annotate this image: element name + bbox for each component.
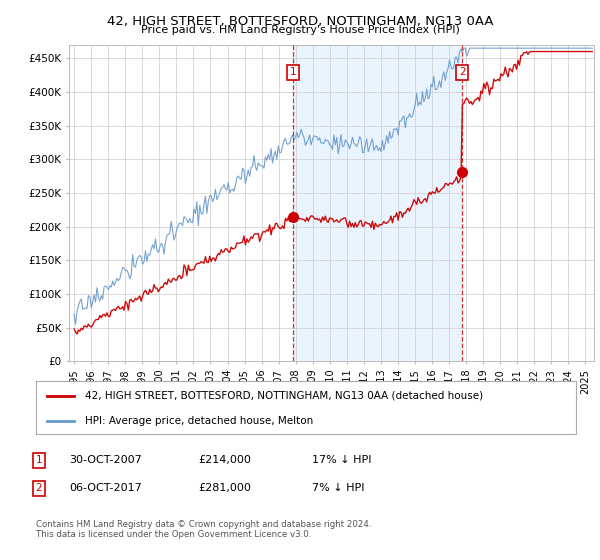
Text: £281,000: £281,000 [198, 483, 251, 493]
Text: 06-OCT-2017: 06-OCT-2017 [69, 483, 142, 493]
Text: £214,000: £214,000 [198, 455, 251, 465]
Text: 2: 2 [459, 67, 466, 77]
Text: 42, HIGH STREET, BOTTESFORD, NOTTINGHAM, NG13 0AA: 42, HIGH STREET, BOTTESFORD, NOTTINGHAM,… [107, 15, 493, 27]
Text: Price paid vs. HM Land Registry's House Price Index (HPI): Price paid vs. HM Land Registry's House … [140, 25, 460, 35]
Text: 1: 1 [289, 67, 296, 77]
Text: 7% ↓ HPI: 7% ↓ HPI [312, 483, 365, 493]
Text: 2: 2 [35, 483, 43, 493]
Text: Contains HM Land Registry data © Crown copyright and database right 2024.
This d: Contains HM Land Registry data © Crown c… [36, 520, 371, 539]
Text: 42, HIGH STREET, BOTTESFORD, NOTTINGHAM, NG13 0AA (detached house): 42, HIGH STREET, BOTTESFORD, NOTTINGHAM,… [85, 391, 483, 401]
Text: 17% ↓ HPI: 17% ↓ HPI [312, 455, 371, 465]
Text: 1: 1 [35, 455, 43, 465]
Text: HPI: Average price, detached house, Melton: HPI: Average price, detached house, Melt… [85, 416, 313, 426]
Text: 30-OCT-2007: 30-OCT-2007 [69, 455, 142, 465]
Bar [293, 45, 462, 361]
